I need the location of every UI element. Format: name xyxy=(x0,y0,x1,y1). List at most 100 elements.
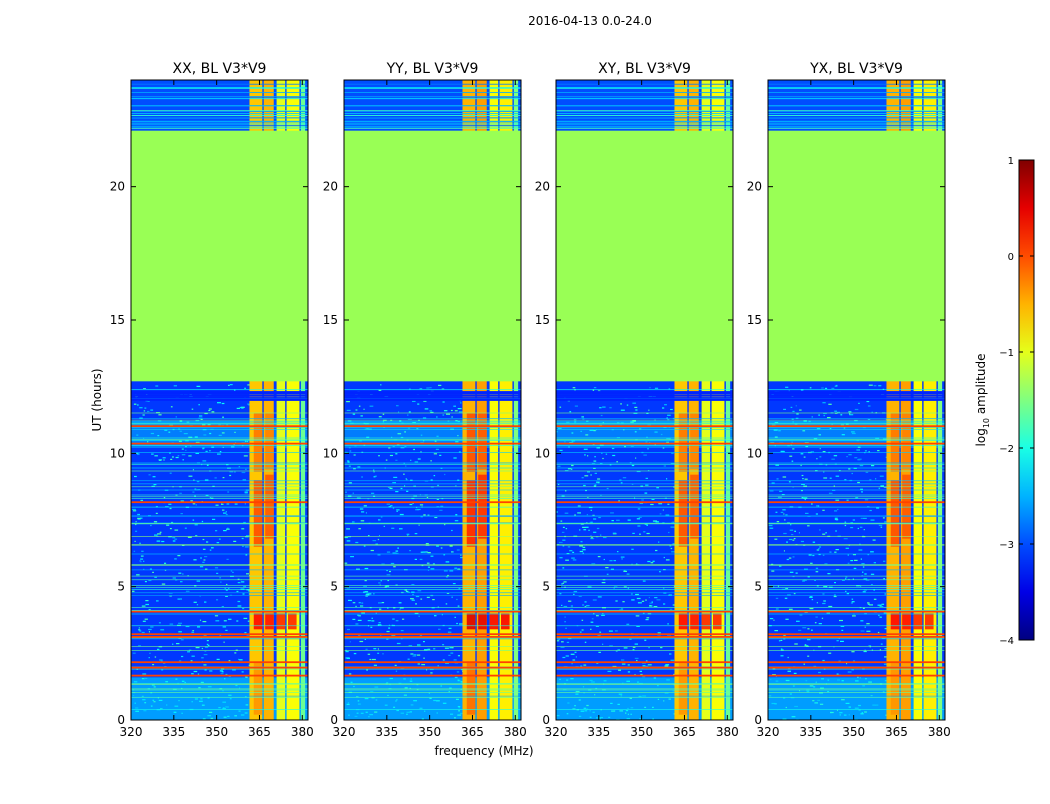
rfi-hotspot xyxy=(265,474,274,539)
noise-speck xyxy=(445,662,449,664)
rfi-line xyxy=(131,506,308,508)
rfi-line xyxy=(131,392,308,394)
rfi-line xyxy=(556,536,733,537)
noise-speck xyxy=(606,573,609,575)
noise-speck xyxy=(426,387,430,389)
noise-speck xyxy=(780,639,783,641)
noise-speck xyxy=(595,536,599,538)
noise-speck xyxy=(648,409,650,411)
noise-speck xyxy=(418,524,420,526)
noise-speck xyxy=(132,652,136,654)
noise-speck xyxy=(657,632,661,634)
noise-speck xyxy=(867,603,870,605)
noise-speck xyxy=(236,407,240,409)
noise-speck xyxy=(645,660,648,662)
rfi-line xyxy=(131,394,308,397)
noise-speck xyxy=(446,592,450,594)
noise-speck xyxy=(222,509,225,511)
rfi-line xyxy=(344,83,521,85)
noise-speck xyxy=(805,445,809,448)
noise-speck xyxy=(593,387,597,389)
noise-speck xyxy=(234,431,236,433)
noise-speck xyxy=(858,458,862,460)
noise-speck xyxy=(566,553,570,555)
noise-speck xyxy=(399,528,403,530)
rfi-line xyxy=(556,97,733,99)
noise-speck xyxy=(859,465,864,467)
noise-speck xyxy=(158,622,161,624)
noise-speck xyxy=(209,432,212,435)
noise-speck xyxy=(370,626,373,628)
noise-speck xyxy=(828,605,833,608)
noise-speck xyxy=(457,408,462,410)
rfi-hotspot xyxy=(466,480,476,547)
noise-speck xyxy=(623,586,627,588)
noise-speck xyxy=(395,459,398,461)
noise-speck xyxy=(825,464,828,466)
noise-speck xyxy=(367,620,371,622)
noise-speck xyxy=(823,415,825,417)
noise-speck xyxy=(346,409,351,411)
rfi-line xyxy=(344,125,521,126)
colorbar-tick-label: 0 xyxy=(1008,252,1014,263)
rfi-line xyxy=(768,684,945,685)
noise-speck xyxy=(139,542,141,544)
rfi-line xyxy=(131,121,308,123)
noise-speck xyxy=(881,603,885,605)
rfi-line xyxy=(131,399,308,401)
noise-speck xyxy=(602,613,604,615)
noise-speck xyxy=(883,560,886,562)
noise-speck xyxy=(602,457,604,460)
noise-speck xyxy=(884,593,886,595)
noise-speck xyxy=(883,663,887,665)
noise-speck xyxy=(792,575,795,578)
rfi-line xyxy=(344,467,521,469)
noise-speck xyxy=(646,524,648,526)
rfi-hotspot xyxy=(253,413,263,472)
rfi-line xyxy=(131,564,308,565)
noise-speck xyxy=(229,384,233,386)
noise-speck xyxy=(809,387,812,389)
noise-speck xyxy=(558,483,560,485)
rfi-line xyxy=(344,579,521,581)
noise-speck xyxy=(174,538,178,540)
noise-speck xyxy=(662,509,664,511)
noise-speck xyxy=(876,507,880,509)
x-tick-label: 320 xyxy=(545,725,568,739)
noise-speck xyxy=(439,454,442,456)
rfi-line xyxy=(131,592,308,594)
noise-speck xyxy=(209,549,212,551)
noise-speck xyxy=(848,411,852,413)
noise-speck xyxy=(372,540,377,542)
noise-speck xyxy=(134,540,136,542)
rfi-line xyxy=(131,419,308,421)
noise-speck xyxy=(348,465,351,467)
noise-speck xyxy=(424,408,429,410)
noise-speck xyxy=(644,492,648,494)
noise-speck xyxy=(363,585,367,587)
y-tick-label: 5 xyxy=(754,580,762,594)
noise-speck xyxy=(405,590,409,592)
noise-speck xyxy=(617,551,619,553)
rfi-line xyxy=(556,650,733,651)
noise-speck xyxy=(233,540,237,542)
noise-speck xyxy=(864,626,866,628)
noise-speck xyxy=(385,585,390,587)
noise-speck xyxy=(225,511,227,513)
noise-speck xyxy=(642,612,645,614)
noise-speck xyxy=(194,524,198,526)
noise-speck xyxy=(178,440,182,442)
rfi-line xyxy=(768,486,945,488)
rfi-line xyxy=(556,125,733,126)
noise-speck xyxy=(774,421,779,424)
noise-speck xyxy=(359,508,364,510)
noise-speck xyxy=(244,632,247,634)
noise-speck xyxy=(363,408,365,410)
noise-speck xyxy=(378,602,382,604)
noise-speck xyxy=(396,405,399,407)
noise-speck xyxy=(590,628,592,630)
noise-speck xyxy=(445,561,450,563)
noise-speck xyxy=(618,500,620,502)
rfi-line xyxy=(344,126,521,128)
noise-speck xyxy=(241,528,245,530)
